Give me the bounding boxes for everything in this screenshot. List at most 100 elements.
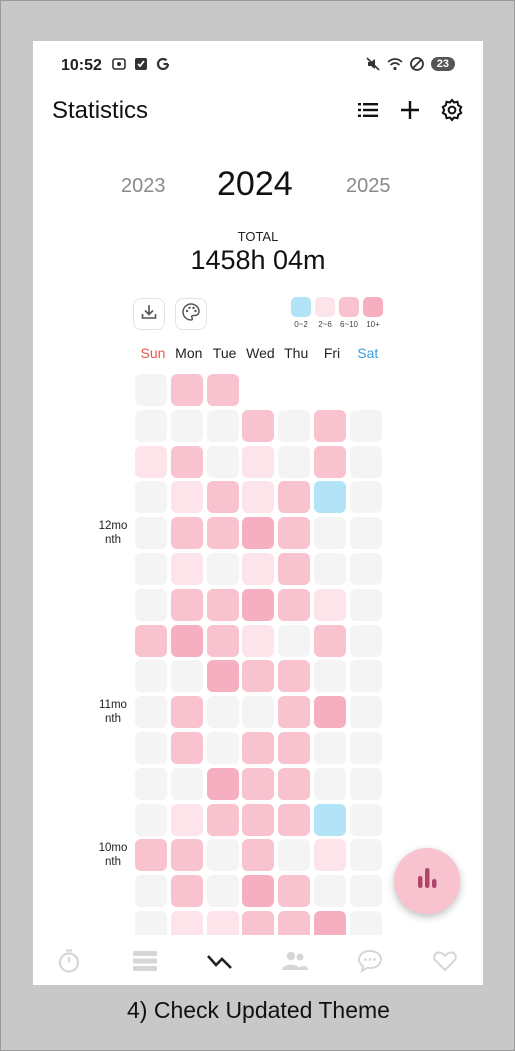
heatmap-cell[interactable]	[349, 517, 382, 550]
heatmap-cell[interactable]	[278, 839, 311, 872]
heatmap-cell[interactable]	[170, 660, 203, 693]
heatmap-cell[interactable]	[314, 696, 346, 729]
heatmap-cell[interactable]	[206, 517, 239, 550]
list-icon[interactable]	[355, 97, 381, 123]
statistics-icon[interactable]	[206, 947, 234, 975]
heatmap-cell[interactable]	[314, 445, 346, 478]
heatmap-cell[interactable]	[314, 803, 346, 836]
heatmap-cell[interactable]	[170, 696, 203, 729]
heatmap-cell[interactable]	[170, 875, 203, 908]
heatmap-cell[interactable]	[135, 481, 167, 514]
heatmap-cell[interactable]	[278, 409, 311, 442]
heatmap-cell[interactable]	[349, 767, 382, 800]
heatmap-cell[interactable]	[242, 767, 275, 800]
palette-button[interactable]	[175, 298, 207, 330]
heatmap-cell[interactable]	[314, 553, 346, 585]
heatmap-cell[interactable]	[314, 732, 346, 764]
heatmap-cell[interactable]	[242, 839, 275, 872]
heatmap-cell[interactable]	[314, 517, 346, 550]
heatmap-cell[interactable]	[170, 445, 203, 478]
heatmap-cell[interactable]	[170, 624, 203, 657]
heatmap-cell[interactable]	[314, 839, 346, 872]
heatmap-cell[interactable]	[170, 409, 203, 442]
heatmap-cell[interactable]	[242, 624, 275, 657]
heatmap-cell[interactable]	[278, 696, 311, 729]
heatmap-cell[interactable]	[242, 553, 275, 585]
heatmap-cell[interactable]	[314, 588, 346, 621]
heatmap-cell[interactable]	[314, 660, 346, 693]
heatmap-cell[interactable]	[170, 839, 203, 872]
heatmap-cell[interactable]	[314, 875, 346, 908]
heatmap-cell[interactable]	[206, 445, 239, 478]
heatmap-cell[interactable]	[135, 553, 167, 585]
heatmap-cell[interactable]	[135, 374, 167, 406]
heatmap-cell[interactable]	[314, 767, 346, 800]
heatmap-cell[interactable]	[349, 409, 382, 442]
heatmap-cell[interactable]	[242, 409, 275, 442]
heatmap-cell[interactable]	[314, 481, 346, 514]
heatmap-cell[interactable]	[278, 875, 311, 908]
heatmap-cell[interactable]	[170, 517, 203, 550]
year-previous[interactable]: 2023	[121, 175, 166, 197]
heatmap-cell[interactable]	[242, 696, 275, 729]
heatmap-cell[interactable]	[242, 588, 275, 621]
heatmap-cell[interactable]	[242, 481, 275, 514]
timer-icon[interactable]	[55, 947, 83, 975]
heart-icon[interactable]	[431, 947, 459, 975]
heatmap-cell[interactable]	[278, 553, 311, 585]
heatmap-cell[interactable]	[170, 588, 203, 621]
heatmap-cell[interactable]	[349, 660, 382, 693]
heatmap-cell[interactable]	[278, 660, 311, 693]
heatmap-cell[interactable]	[349, 839, 382, 872]
heatmap-cell[interactable]	[170, 553, 203, 585]
heatmap-cell[interactable]	[170, 803, 203, 836]
heatmap-cell[interactable]	[206, 875, 239, 908]
heatmap-cell[interactable]	[135, 767, 167, 800]
heatmap-cell[interactable]	[135, 660, 167, 693]
heatmap-cell[interactable]	[206, 624, 239, 657]
heatmap-cell[interactable]	[170, 481, 203, 514]
heatmap-cell[interactable]	[349, 696, 382, 729]
heatmap-cell[interactable]	[278, 517, 311, 550]
heatmap-cell[interactable]	[349, 875, 382, 908]
heatmap-cell[interactable]	[206, 374, 239, 406]
heatmap-cell[interactable]	[135, 445, 167, 478]
heatmap-cell[interactable]	[206, 803, 239, 836]
heatmap-cell[interactable]	[242, 517, 275, 550]
download-button[interactable]	[133, 298, 165, 330]
heatmap-cell[interactable]	[278, 481, 311, 514]
heatmap-cell[interactable]	[135, 803, 167, 836]
heatmap-cell[interactable]	[349, 445, 382, 478]
chart-fab-button[interactable]	[394, 848, 460, 914]
heatmap-cell[interactable]	[135, 875, 167, 908]
heatmap-cell[interactable]	[206, 481, 239, 514]
year-next[interactable]: 2025	[346, 175, 391, 197]
chat-icon[interactable]	[356, 947, 384, 975]
heatmap-cell[interactable]	[135, 409, 167, 442]
heatmap-cell[interactable]	[278, 732, 311, 764]
heatmap-cell[interactable]	[206, 767, 239, 800]
heatmap-cell[interactable]	[206, 588, 239, 621]
heatmap-cell[interactable]	[170, 374, 203, 406]
heatmap-cell[interactable]	[206, 660, 239, 693]
heatmap-cell[interactable]	[278, 588, 311, 621]
heatmap-cell[interactable]	[170, 767, 203, 800]
heatmap-cell[interactable]	[170, 732, 203, 764]
heatmap-cell[interactable]	[135, 839, 167, 872]
heatmap-cell[interactable]	[206, 409, 239, 442]
add-icon[interactable]	[397, 97, 423, 123]
friends-icon[interactable]	[281, 947, 309, 975]
heatmap-cell[interactable]	[206, 696, 239, 729]
records-icon[interactable]	[131, 947, 159, 975]
heatmap-cell[interactable]	[135, 732, 167, 764]
heatmap-cell[interactable]	[349, 624, 382, 657]
heatmap-cell[interactable]	[206, 732, 239, 764]
heatmap-cell[interactable]	[135, 696, 167, 729]
heatmap-cell[interactable]	[278, 445, 311, 478]
heatmap-cell[interactable]	[349, 803, 382, 836]
heatmap-cell[interactable]	[349, 588, 382, 621]
heatmap-cell[interactable]	[242, 803, 275, 836]
heatmap-cell[interactable]	[278, 767, 311, 800]
heatmap-cell[interactable]	[278, 624, 311, 657]
heatmap-cell[interactable]	[314, 624, 346, 657]
